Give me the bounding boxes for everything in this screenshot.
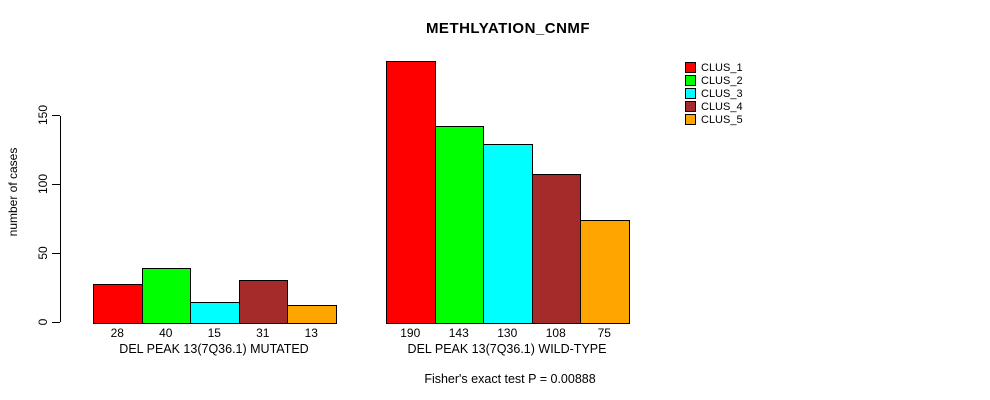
legend-label: CLUS_2 [701, 74, 743, 87]
y-axis-label: number of cases [6, 147, 20, 237]
y-axis-line [60, 116, 61, 322]
y-tick-label: 100 [36, 173, 50, 195]
y-tick-label: 50 [36, 246, 50, 260]
legend-item-clus_5: CLUS_5 [685, 113, 743, 126]
legend-label: CLUS_3 [701, 87, 743, 100]
y-tick-label: 0 [36, 318, 50, 326]
y-tick-mark [52, 253, 60, 254]
bar-clus_1-group2 [386, 61, 436, 324]
y-tick-label: 150 [36, 104, 50, 126]
bar-value-label: 190 [400, 326, 421, 340]
legend-swatch-clus_2 [685, 75, 696, 87]
bar-value-label: 75 [597, 326, 611, 340]
bar-clus_5-group2 [580, 220, 630, 324]
bar-value-label: 31 [256, 326, 270, 340]
bar-value-label: 13 [304, 326, 318, 340]
legend-item-clus_1: CLUS_1 [685, 61, 743, 74]
legend-swatch-clus_1 [685, 62, 696, 74]
bar-clus_3-group2 [483, 144, 533, 324]
legend-label: CLUS_4 [701, 100, 743, 113]
legend-swatch-clus_5 [685, 114, 696, 126]
bar-value-label: 130 [497, 326, 518, 340]
bar-value-label: 143 [448, 326, 469, 340]
legend-swatch-clus_4 [685, 101, 696, 113]
bar-clus_4-group2 [531, 174, 581, 324]
bar-value-label: 15 [207, 326, 221, 340]
bar-value-label: 108 [545, 326, 566, 340]
bar-clus_1-group1 [93, 284, 143, 324]
legend-item-clus_3: CLUS_3 [685, 87, 743, 100]
fisher-test-annotation: Fisher's exact test P = 0.00888 [424, 372, 596, 386]
x-category-label-mutated: DEL PEAK 13(7Q36.1) MUTATED [119, 342, 309, 356]
legend-item-clus_2: CLUS_2 [685, 74, 743, 87]
bar-value-label: 28 [110, 326, 124, 340]
legend-item-clus_4: CLUS_4 [685, 100, 743, 113]
bar-clus_4-group1 [238, 280, 288, 324]
legend-label: CLUS_1 [701, 61, 743, 74]
bar-clus_2-group2 [434, 126, 484, 324]
legend-swatch-clus_3 [685, 88, 696, 100]
legend: CLUS_1 CLUS_2 CLUS_3 CLUS_4 CLUS_5 [685, 61, 743, 126]
y-tick-mark [52, 115, 60, 116]
x-category-label-wild-type: DEL PEAK 13(7Q36.1) WILD-TYPE [407, 342, 607, 356]
y-tick-mark [52, 322, 60, 323]
y-tick-mark [52, 184, 60, 185]
legend-label: CLUS_5 [701, 113, 743, 126]
chart-title: METHLYATION_CNMF [425, 20, 591, 37]
bar-clus_5-group1 [287, 305, 337, 324]
bar-clus_3-group1 [190, 302, 240, 324]
bar-value-label: 40 [159, 326, 173, 340]
bar-clus_2-group1 [141, 268, 191, 324]
